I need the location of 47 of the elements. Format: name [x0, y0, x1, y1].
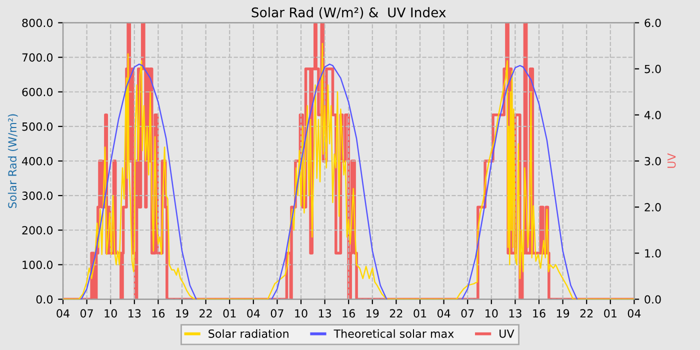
y-tick-label: 700.0: [22, 53, 53, 62]
x-tick-label: 10: [486, 309, 498, 318]
x-tick-label: 10: [295, 309, 308, 318]
x-tick-label: 16: [533, 309, 546, 318]
x-tick-label: 19: [556, 309, 570, 318]
y2-tick-label: 2.0: [644, 203, 661, 212]
chart-title: Solar Rad (W/m²) & UV Index: [252, 7, 446, 19]
x-tick-label: 16: [342, 309, 355, 318]
legend-label: Solar radiation: [208, 329, 288, 338]
y-tick-label: 0.0: [36, 295, 53, 304]
x-tick-label: 13: [509, 309, 522, 318]
y2-tick-label: 5.0: [644, 64, 661, 74]
x-tick-label: 04: [437, 309, 450, 318]
x-tick-label: 07: [461, 309, 474, 318]
x-tick-label: 19: [176, 309, 188, 318]
x-tick-label: 13: [128, 309, 141, 318]
y-tick-label: 300.0: [22, 192, 53, 200]
x-tick-label: 13: [318, 309, 331, 318]
y2-tick-label: 1.0: [645, 249, 661, 258]
x-tick-label: 22: [200, 309, 212, 318]
y-tick-label: 800.0: [22, 18, 53, 28]
y2-tick-label: 6.0: [644, 18, 661, 28]
x-tick-label: 04: [56, 309, 70, 318]
x-tick-label: 01: [414, 309, 426, 318]
y2-tick-label: 4.0: [644, 110, 661, 120]
y-axis-title: Solar Rad (W/m²): [8, 114, 18, 208]
x-tick-label: 07: [270, 309, 284, 318]
x-tick-label: 10: [104, 309, 117, 318]
y-tick-label: 400.0: [22, 156, 53, 166]
y-tick-label: 100.0: [22, 260, 53, 270]
x-tick-label: 22: [390, 309, 402, 318]
legend-label: Theoretical solar max: [334, 329, 454, 338]
y-tick-label: 200.0: [22, 226, 53, 235]
x-tick-label: 19: [366, 309, 379, 318]
y2-tick-label: 0.0: [644, 295, 661, 304]
x-tick-label: 07: [80, 309, 93, 318]
x-tick-label: 04: [628, 309, 641, 318]
x-tick-label: 16: [152, 309, 165, 318]
x-tick-label: 01: [223, 309, 236, 318]
legend-label: UV: [500, 330, 514, 338]
y2-tick-label: 3.0: [644, 156, 661, 166]
y2-axis-title: UV: [667, 153, 676, 168]
x-tick-label: 04: [247, 309, 260, 318]
y-tick-label: 500.0: [22, 122, 53, 131]
y-tick-label: 600.0: [22, 88, 53, 96]
x-tick-label: 01: [604, 309, 616, 318]
x-tick-label: 22: [580, 309, 593, 318]
